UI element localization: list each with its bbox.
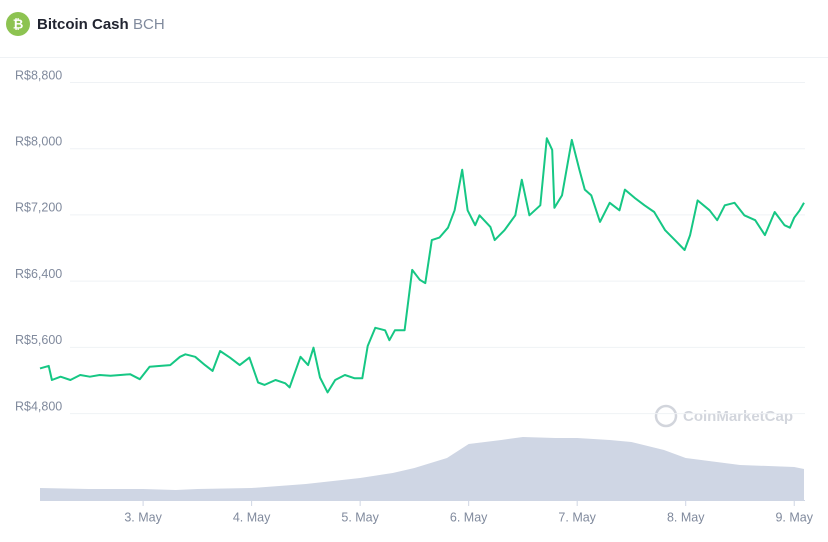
- y-tick-label: R$7,200: [15, 201, 62, 215]
- watermark: CoinMarketCap: [683, 408, 793, 425]
- y-tick-label: R$4,800: [15, 399, 62, 413]
- header-bar: [0, 0, 828, 57]
- y-tick-label: R$5,600: [15, 333, 62, 347]
- price-line: [39, 137, 805, 394]
- x-tick-label: 6. May: [450, 510, 488, 524]
- watermark-logo: [654, 404, 678, 428]
- x-tick-label: 8. May: [667, 510, 705, 524]
- coin-logo: [6, 12, 30, 36]
- y-tick-label: R$8,800: [15, 68, 62, 82]
- y-tick-label: R$8,000: [15, 135, 62, 149]
- coin-symbol: BCH: [133, 16, 165, 33]
- x-tick-label: 3. May: [124, 510, 162, 524]
- x-tick-label: 5. May: [341, 510, 379, 524]
- y-tick-label: R$6,400: [15, 267, 62, 281]
- volume-area: [40, 437, 804, 500]
- watermark-group: CoinMarketCap: [654, 404, 793, 428]
- x-tick-label: 7. May: [558, 510, 596, 524]
- coin-logo-glyph: ₿: [13, 16, 24, 31]
- x-tick-label: 4. May: [233, 510, 271, 524]
- x-tick-label: 9. May: [775, 510, 813, 524]
- coin-name: Bitcoin Cash: [37, 16, 129, 33]
